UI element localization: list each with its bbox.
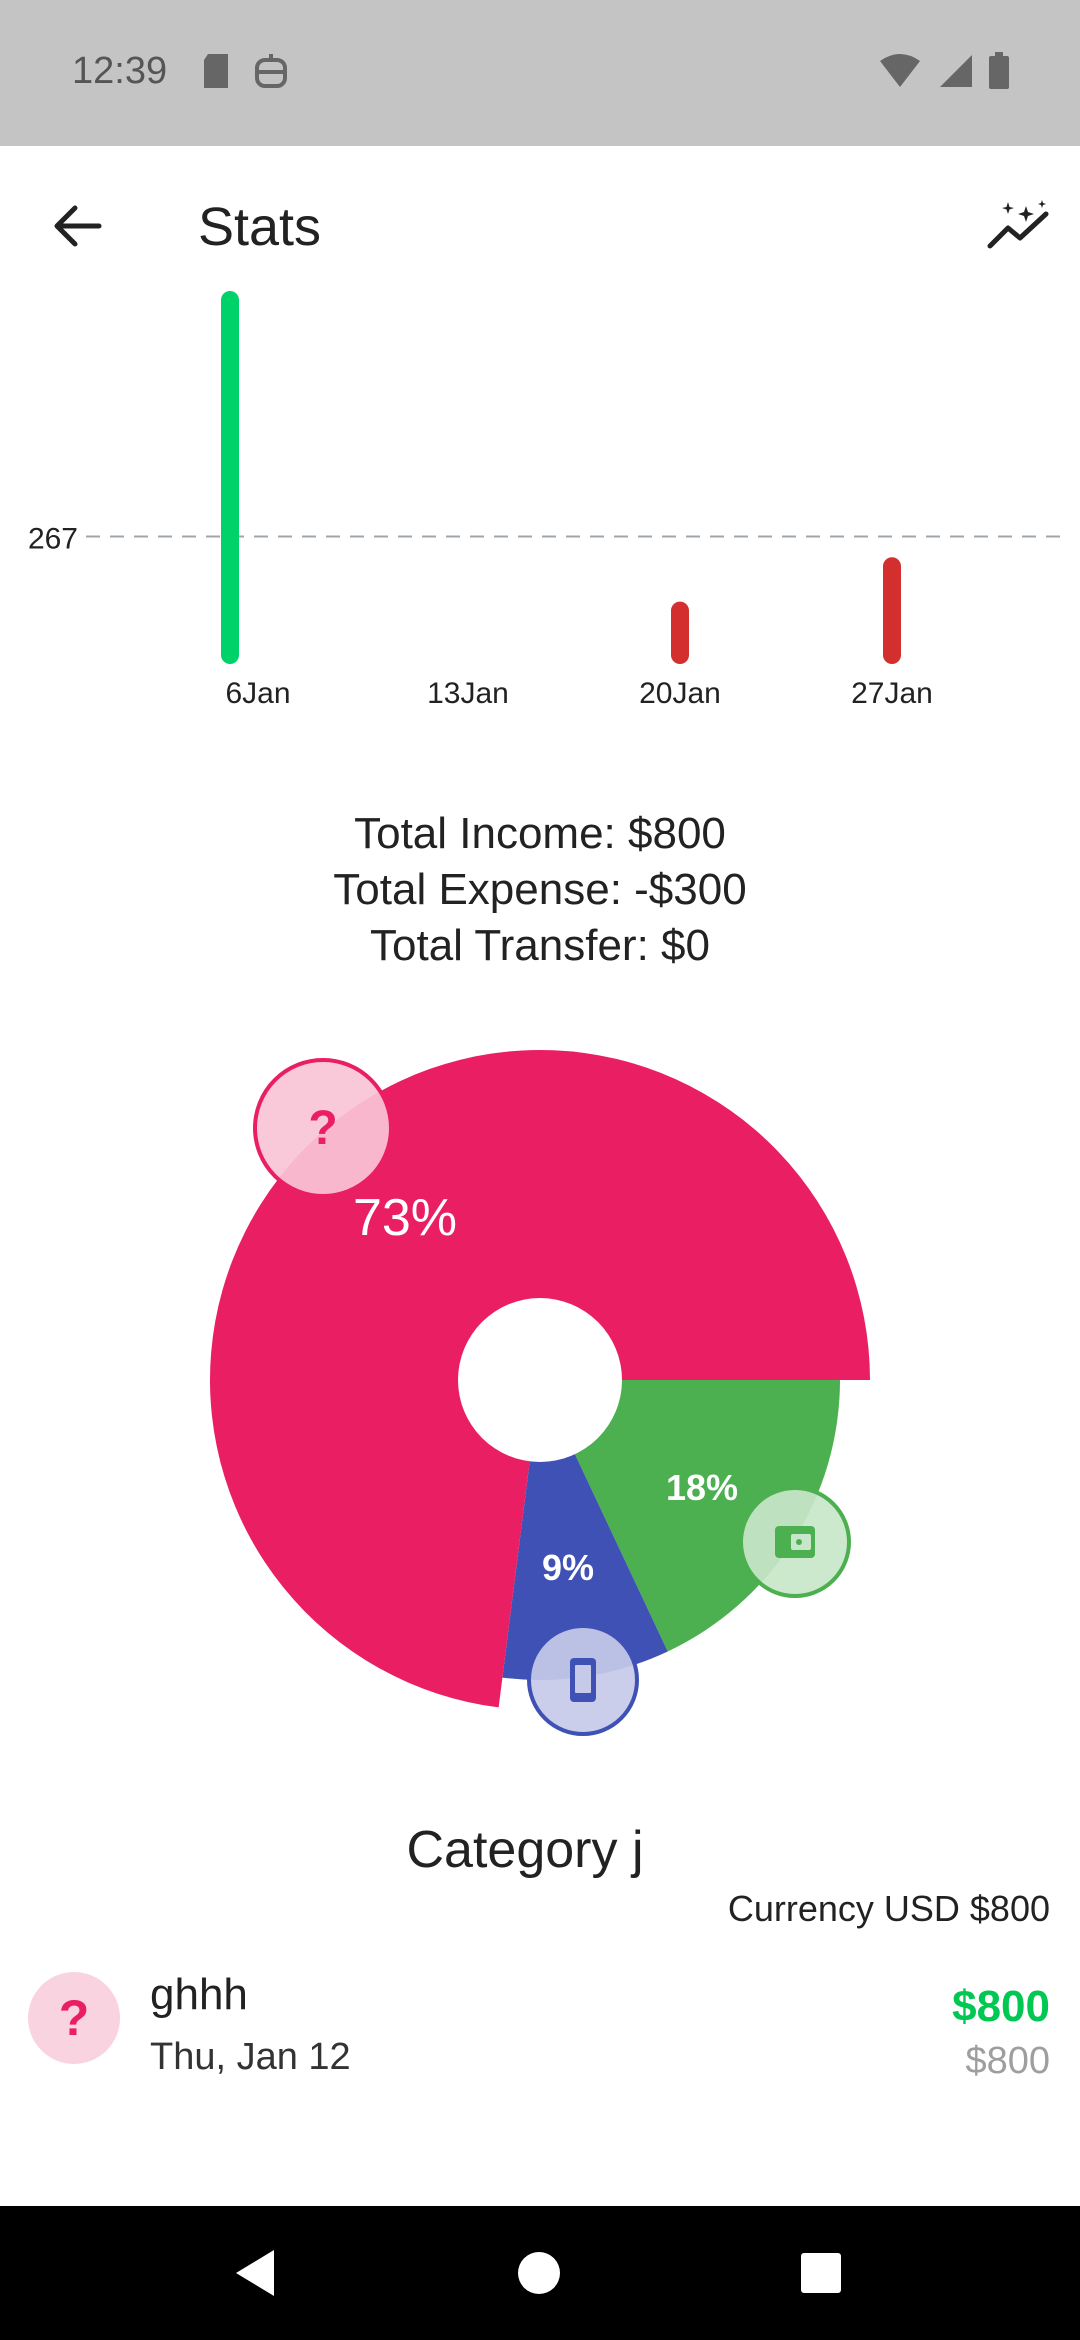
wallet-icon — [739, 1486, 851, 1598]
bar-chart: 267 6Jan 13Jan 20Jan 27Jan — [28, 291, 1066, 710]
signal-icon — [940, 55, 972, 87]
pie-center-hole — [458, 1298, 622, 1462]
page-title: Stats — [198, 197, 322, 257]
app-bar: Stats — [0, 146, 1080, 296]
status-time: 12:39 — [72, 50, 168, 92]
x-tick-label: 27Jan — [851, 677, 933, 710]
sd-card-icon — [204, 54, 228, 88]
auto-graph-button[interactable] — [980, 188, 1056, 264]
total-transfer: Total Transfer: $0 — [370, 921, 710, 970]
pie-chart: 18% 9% 73%? — [209, 1050, 870, 1736]
total-income: Total Income: $800 — [354, 809, 726, 858]
transaction-amount-secondary: $800 — [965, 2040, 1050, 2082]
nav-back-button[interactable] — [222, 2240, 288, 2306]
svg-text:?: ? — [308, 1102, 337, 1155]
transaction-row[interactable]: ? ghhh Thu, Jan 12 $800 $800 — [0, 1960, 1080, 2120]
transaction-date: Thu, Jan 12 — [150, 2036, 351, 2078]
pie-label: 9% — [542, 1547, 594, 1588]
triangle-back-icon — [236, 2250, 274, 2296]
arrow-back-icon — [54, 205, 102, 247]
wifi-icon — [880, 54, 920, 87]
x-tick-label: 6Jan — [225, 677, 290, 710]
reference-line-label: 267 — [28, 523, 78, 556]
status-icons-right — [878, 52, 1010, 90]
system-nav-bar — [0, 2206, 1080, 2340]
square-recents-icon — [801, 2253, 841, 2293]
transaction-amount: $800 — [952, 1982, 1050, 2031]
status-icons-left — [200, 52, 288, 90]
transaction-name: ghhh — [150, 1970, 248, 2019]
circle-home-icon — [518, 2252, 560, 2294]
question-icon: ? — [253, 1058, 393, 1198]
battery-icon — [989, 52, 1009, 89]
question-icon: ? — [28, 1972, 120, 2064]
back-button[interactable] — [40, 188, 116, 264]
status-bar: 12:39 — [0, 0, 1080, 146]
total-expense: Total Expense: -$300 — [333, 865, 747, 914]
pie-slice-18pct[interactable] — [540, 1380, 840, 1652]
x-tick-label: 20Jan — [639, 677, 721, 710]
totals-summary: Total Income: $800 Total Expense: -$300 … — [0, 806, 1080, 974]
category-title: Category j — [406, 1821, 644, 1879]
robot-icon — [255, 54, 287, 88]
pie-label: 18% — [666, 1467, 738, 1508]
sparkle-graph-icon — [987, 200, 1049, 249]
currency-summary: Currency USD $800 — [727, 1888, 1050, 1929]
nav-recents-button[interactable] — [788, 2240, 854, 2306]
phone-icon — [527, 1624, 639, 1736]
x-tick-label: 13Jan — [427, 677, 509, 710]
pie-label: 73% — [353, 1189, 457, 1247]
nav-home-button[interactable] — [506, 2240, 572, 2306]
